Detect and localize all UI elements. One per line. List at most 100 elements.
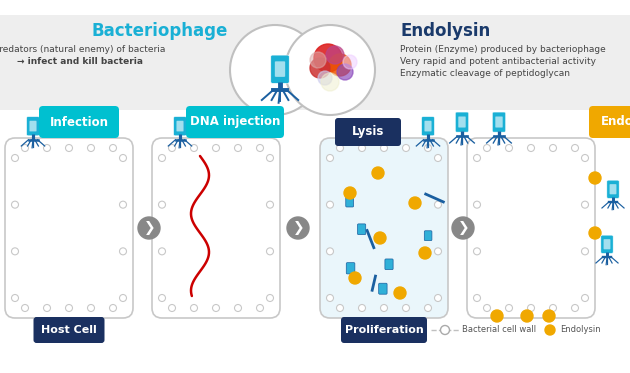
FancyBboxPatch shape <box>271 55 289 83</box>
FancyBboxPatch shape <box>29 120 37 132</box>
Circle shape <box>314 44 342 72</box>
Circle shape <box>287 217 309 239</box>
Text: Very rapid and potent antibacterial activity: Very rapid and potent antibacterial acti… <box>400 57 596 66</box>
Circle shape <box>491 310 503 322</box>
FancyBboxPatch shape <box>176 120 184 132</box>
Circle shape <box>435 295 442 301</box>
Circle shape <box>483 144 491 151</box>
Text: Endolysin: Endolysin <box>560 326 600 335</box>
Circle shape <box>374 232 386 244</box>
FancyBboxPatch shape <box>601 235 613 253</box>
Circle shape <box>256 144 263 151</box>
Circle shape <box>474 154 481 162</box>
Circle shape <box>403 144 410 151</box>
Circle shape <box>336 304 343 311</box>
Circle shape <box>285 25 375 115</box>
Circle shape <box>212 144 219 151</box>
Circle shape <box>329 54 351 76</box>
Circle shape <box>159 201 166 208</box>
Circle shape <box>358 304 365 311</box>
Circle shape <box>212 304 219 311</box>
Circle shape <box>372 167 384 179</box>
Circle shape <box>120 154 127 162</box>
Circle shape <box>159 295 166 301</box>
FancyBboxPatch shape <box>346 197 353 207</box>
Circle shape <box>452 217 474 239</box>
Circle shape <box>110 304 117 311</box>
Circle shape <box>190 304 197 311</box>
Circle shape <box>326 46 344 64</box>
Circle shape <box>11 295 18 301</box>
Circle shape <box>318 71 332 85</box>
Circle shape <box>336 144 343 151</box>
FancyBboxPatch shape <box>33 317 105 343</box>
FancyBboxPatch shape <box>26 117 40 136</box>
FancyBboxPatch shape <box>0 15 630 110</box>
FancyBboxPatch shape <box>39 106 119 138</box>
Text: Predators (natural enemy) of bacteria: Predators (natural enemy) of bacteria <box>0 45 166 54</box>
Text: ❯: ❯ <box>144 221 156 235</box>
FancyBboxPatch shape <box>385 259 393 270</box>
Circle shape <box>344 187 356 199</box>
Circle shape <box>581 201 588 208</box>
Circle shape <box>326 201 333 208</box>
Circle shape <box>474 201 481 208</box>
Text: Bacteriophage: Bacteriophage <box>92 22 228 40</box>
FancyBboxPatch shape <box>607 180 619 198</box>
Circle shape <box>321 73 339 91</box>
Circle shape <box>120 295 127 301</box>
FancyBboxPatch shape <box>320 138 448 318</box>
Circle shape <box>337 64 353 80</box>
Circle shape <box>527 304 534 311</box>
Text: Enzymatic cleavage of peptidoglycan: Enzymatic cleavage of peptidoglycan <box>400 69 570 78</box>
FancyBboxPatch shape <box>335 118 401 146</box>
Circle shape <box>120 248 127 255</box>
Circle shape <box>168 304 176 311</box>
Text: Endolysin: Endolysin <box>400 22 490 40</box>
Circle shape <box>11 154 18 162</box>
Circle shape <box>66 144 72 151</box>
Circle shape <box>11 201 18 208</box>
Circle shape <box>474 248 481 255</box>
Circle shape <box>425 304 432 311</box>
Text: Protein (Enzyme) produced by bacteriophage: Protein (Enzyme) produced by bacteriopha… <box>400 45 606 54</box>
FancyBboxPatch shape <box>186 106 284 138</box>
Circle shape <box>234 144 241 151</box>
Circle shape <box>159 248 166 255</box>
Circle shape <box>11 248 18 255</box>
Circle shape <box>571 144 578 151</box>
Text: Host Cell: Host Cell <box>41 325 97 335</box>
Circle shape <box>474 295 481 301</box>
Circle shape <box>435 201 442 208</box>
Circle shape <box>581 248 588 255</box>
Circle shape <box>326 248 333 255</box>
Circle shape <box>168 144 176 151</box>
FancyBboxPatch shape <box>609 184 617 194</box>
Circle shape <box>403 304 410 311</box>
Text: Infection: Infection <box>50 116 108 129</box>
Circle shape <box>581 295 588 301</box>
Circle shape <box>43 144 50 151</box>
Circle shape <box>234 304 241 311</box>
Circle shape <box>409 197 421 209</box>
FancyBboxPatch shape <box>455 112 469 132</box>
FancyBboxPatch shape <box>424 231 432 241</box>
Circle shape <box>138 217 160 239</box>
FancyBboxPatch shape <box>341 317 427 343</box>
FancyBboxPatch shape <box>275 61 285 77</box>
Text: Bacterial cell wall: Bacterial cell wall <box>462 326 536 335</box>
Circle shape <box>505 144 512 151</box>
Circle shape <box>419 247 431 259</box>
FancyBboxPatch shape <box>424 120 432 132</box>
Text: → infect and kill bacteria: → infect and kill bacteria <box>17 57 143 66</box>
Circle shape <box>435 248 442 255</box>
Circle shape <box>589 172 601 184</box>
Circle shape <box>110 144 117 151</box>
Circle shape <box>581 154 588 162</box>
FancyBboxPatch shape <box>421 117 435 136</box>
Circle shape <box>358 144 365 151</box>
FancyBboxPatch shape <box>346 263 355 274</box>
Circle shape <box>43 304 50 311</box>
Text: Endolysin: Endolysin <box>601 116 630 129</box>
Circle shape <box>326 295 333 301</box>
